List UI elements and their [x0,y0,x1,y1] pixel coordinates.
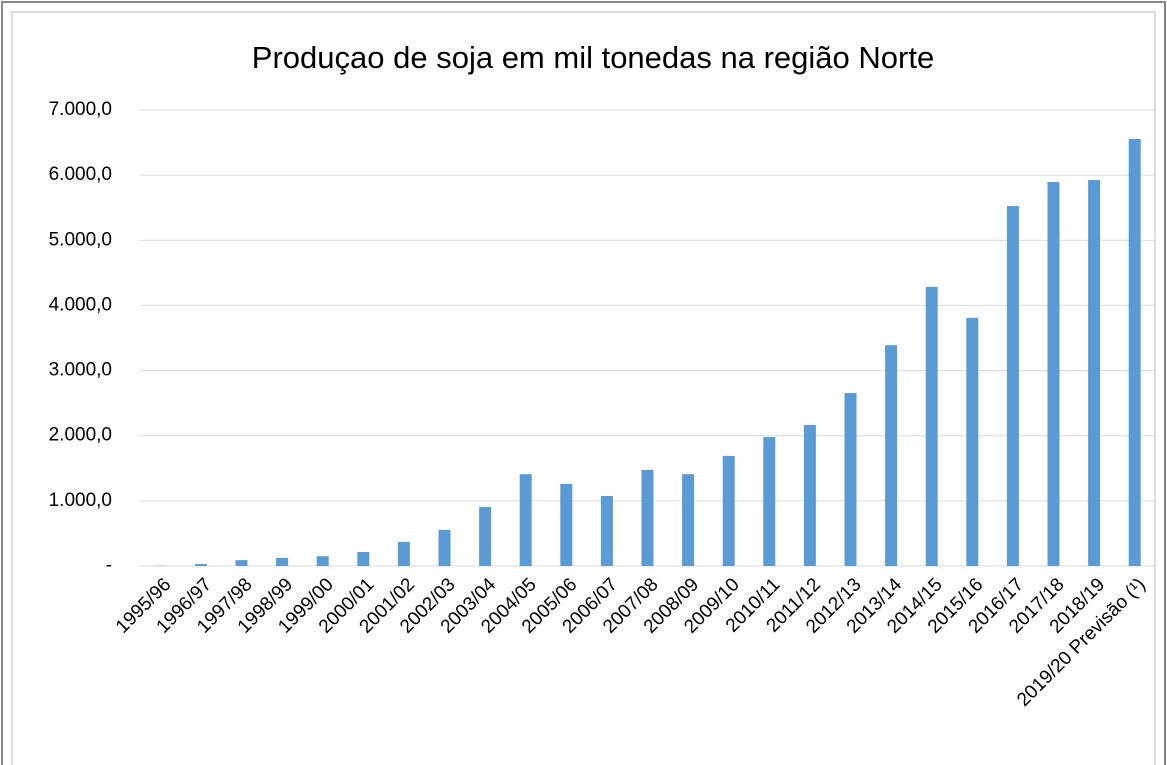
bar [600,495,613,566]
y-tick-label: 5.000,0 [49,229,112,250]
bar [519,474,532,566]
inner-frame [11,11,1156,765]
bar [1047,181,1060,567]
bar [357,551,370,566]
bar [1128,138,1141,566]
y-tick-label: 3.000,0 [49,360,112,381]
bar [885,345,898,566]
bar [1006,206,1019,567]
bar [803,424,816,566]
bar [682,474,695,566]
y-tick-label: 6.000,0 [49,164,112,185]
bar [763,437,776,566]
y-tick-label: 1.000,0 [49,490,112,511]
y-tick-label: 2.000,0 [49,425,112,446]
bar [641,469,654,566]
bar [194,564,207,566]
bar [479,507,492,566]
bar [397,541,410,566]
bar [966,317,979,566]
y-tick-label: - [106,555,112,576]
bar [235,560,248,566]
y-tick-label: 4.000,0 [49,294,112,315]
bar [560,483,573,566]
y-tick-label: 7.000,0 [49,99,112,120]
bar [316,556,329,566]
bar [438,529,451,566]
bar [925,286,938,566]
bar [1088,180,1101,566]
chart-title: Produçao de soja em mil tonedas na regiã… [252,40,934,75]
bar [722,455,735,566]
bar [276,557,289,566]
bar [844,393,857,566]
